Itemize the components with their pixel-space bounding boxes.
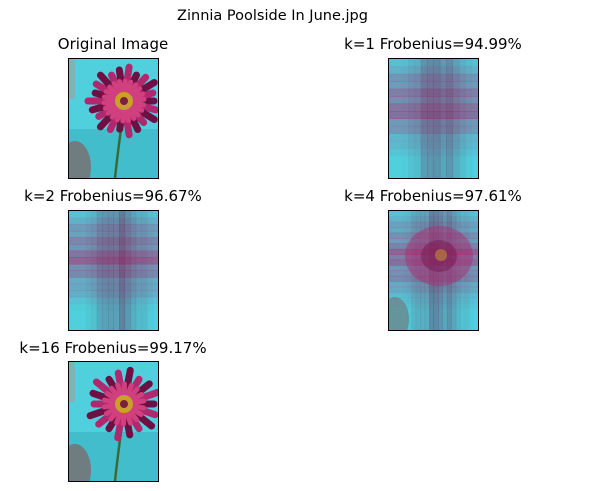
panel-image-k1 bbox=[388, 58, 479, 179]
panel-image-original-graphic bbox=[69, 59, 158, 178]
panel-title-k4: k=4 Frobenius=97.61% bbox=[344, 187, 522, 205]
figure-title: Zinnia Poolside In June.jpg bbox=[177, 8, 368, 24]
panel-image-k2-graphic bbox=[69, 211, 158, 330]
panel-image-k4-graphic bbox=[389, 211, 478, 330]
panel-title-original: Original Image bbox=[57, 35, 169, 53]
panel-image-k4 bbox=[388, 210, 479, 331]
panel-title-k2: k=2 Frobenius=96.67% bbox=[24, 187, 202, 205]
panel-image-k16 bbox=[68, 361, 159, 482]
panel-title-k16: k=16 Frobenius=99.17% bbox=[19, 339, 207, 357]
panel-image-k16-graphic bbox=[69, 362, 158, 481]
panel-image-k1-graphic bbox=[389, 59, 478, 178]
panel-title-k1: k=1 Frobenius=94.99% bbox=[344, 35, 522, 53]
panel-image-k2 bbox=[68, 210, 159, 331]
panel-image-original bbox=[68, 58, 159, 179]
